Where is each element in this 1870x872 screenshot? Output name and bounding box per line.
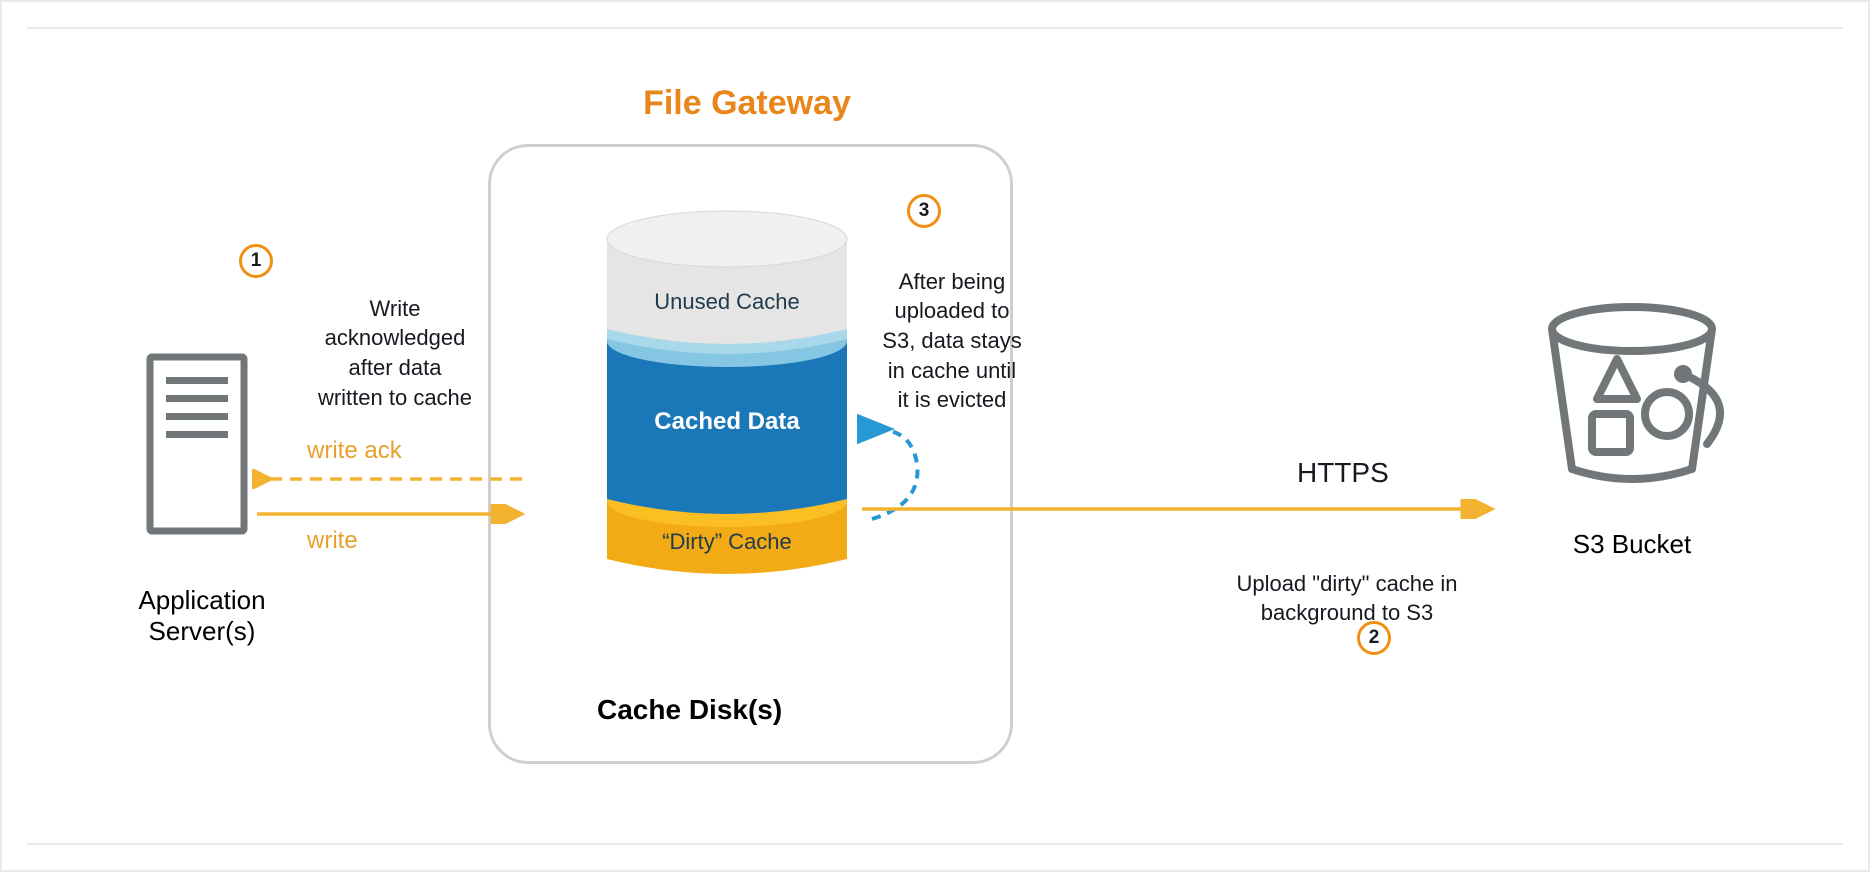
write-arrow xyxy=(252,504,527,524)
app-server-label-text: Application Server(s) xyxy=(138,585,265,646)
file-gateway-title: File Gateway xyxy=(597,84,897,123)
unused-cache-text: Unused Cache xyxy=(654,289,800,314)
step-1-badge: 1 xyxy=(239,244,273,278)
step-3-num: 3 xyxy=(919,200,930,222)
file-gateway-title-text: File Gateway xyxy=(643,84,851,122)
step-2-num: 2 xyxy=(1369,627,1380,649)
https-label-text: HTTPS xyxy=(1297,457,1389,488)
step-1-text-content: Write acknowledged after data written to… xyxy=(318,296,472,410)
https-arrow xyxy=(857,499,1497,519)
diagram-outer: File Gateway Cache Disk(s) Unused Cache … xyxy=(0,0,1870,872)
cached-data-text: Cached Data xyxy=(654,408,800,435)
cache-disk-label: Cache Disk(s) xyxy=(597,694,782,726)
write-ack-arrow xyxy=(252,469,527,489)
step-3-badge: 3 xyxy=(907,194,941,228)
s3-bucket-icon xyxy=(1517,274,1747,494)
s3-bucket-label-text: S3 Bucket xyxy=(1573,529,1692,559)
cache-disk-label-text: Cache Disk(s) xyxy=(597,694,782,725)
step-1-num: 1 xyxy=(251,250,262,272)
step-2-badge: 2 xyxy=(1357,621,1391,655)
step-3-text-content: After being uploaded to S3, data stays i… xyxy=(882,269,1021,413)
s3-bucket-label: S3 Bucket xyxy=(1562,529,1702,560)
write-label-text: write xyxy=(307,527,358,554)
step-2-text-content: Upload "dirty" cache in background to S3 xyxy=(1236,571,1457,626)
write-ack-label: write ack xyxy=(307,437,402,465)
step-2-text: Upload "dirty" cache in background to S3 xyxy=(1197,539,1497,628)
step-1-text: Write acknowledged after data written to… xyxy=(295,264,495,412)
dirty-cache-text: “Dirty” Cache xyxy=(662,529,792,554)
step-3-text: After being uploaded to S3, data stays i… xyxy=(867,237,1037,415)
app-server-label: Application Server(s) xyxy=(107,554,297,647)
cache-cylinder: Unused Cache Cached Data “Dirty” Cache xyxy=(597,179,857,579)
diagram-inner: File Gateway Cache Disk(s) Unused Cache … xyxy=(27,27,1843,845)
https-label: HTTPS xyxy=(1297,457,1389,489)
app-server-icon xyxy=(142,349,252,539)
write-ack-label-text: write ack xyxy=(307,437,402,464)
write-label: write xyxy=(307,527,358,555)
evict-loop-arrow xyxy=(857,409,937,539)
